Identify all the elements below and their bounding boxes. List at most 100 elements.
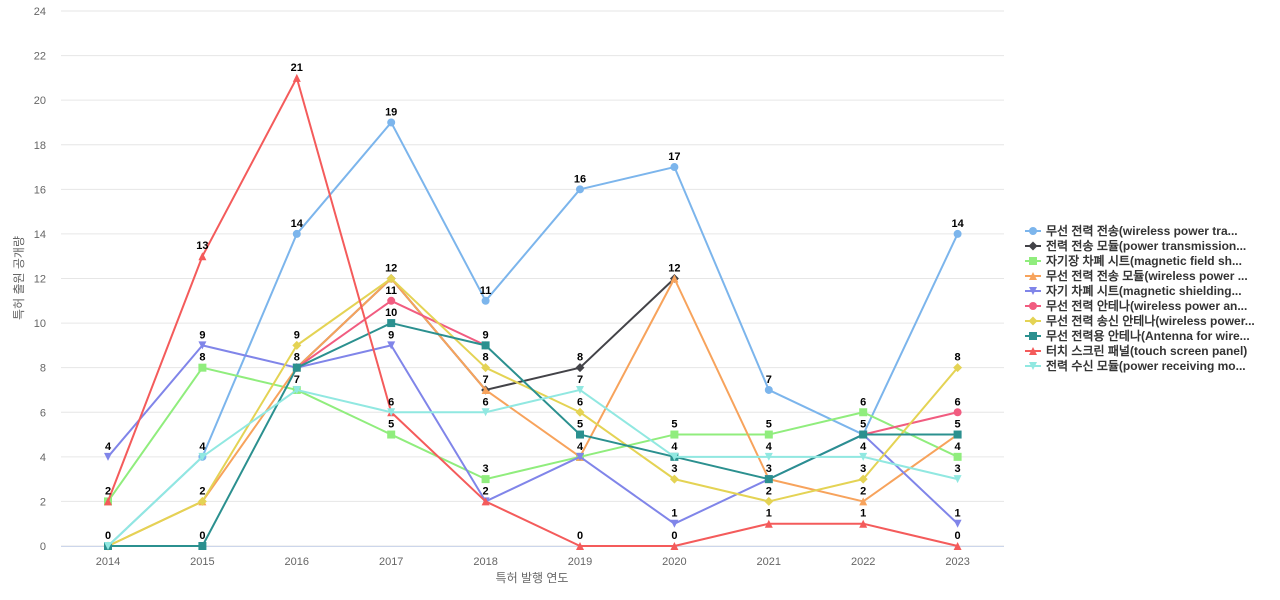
data-point[interactable] [198, 252, 207, 261]
data-point[interactable] [575, 363, 585, 373]
data-point[interactable] [387, 341, 396, 350]
legend-marker[interactable] [1029, 347, 1037, 355]
data-point[interactable] [481, 497, 490, 506]
legend-item[interactable]: 무선 전력용 안테나(Antenna for wire... [1025, 328, 1250, 343]
legend-marker[interactable] [1029, 227, 1037, 235]
data-point[interactable] [764, 475, 773, 484]
data-point[interactable] [481, 408, 490, 417]
data-point[interactable] [576, 430, 584, 439]
data-point[interactable] [953, 229, 962, 238]
legend-marker[interactable] [1029, 332, 1037, 340]
data-point[interactable] [386, 274, 396, 283]
data-label: 4 [766, 441, 773, 453]
data-label: 16 [574, 173, 586, 185]
series-line[interactable] [107, 388, 959, 547]
legend-item[interactable]: 전력 전송 모듈(power transmission... [1025, 238, 1246, 253]
data-point[interactable] [387, 296, 396, 305]
legend-marker[interactable] [1029, 272, 1037, 280]
legend-marker[interactable] [1029, 287, 1037, 295]
legend-marker[interactable] [1029, 362, 1037, 370]
data-point[interactable] [481, 341, 490, 350]
data-point[interactable] [953, 519, 962, 528]
data-label: 7 [483, 374, 489, 386]
data-point[interactable] [669, 474, 679, 484]
data-point[interactable] [953, 452, 962, 461]
data-point[interactable] [292, 385, 301, 394]
data-point[interactable] [104, 542, 112, 550]
data-point[interactable] [575, 407, 585, 417]
data-point[interactable] [953, 408, 962, 417]
data-point[interactable] [104, 497, 112, 506]
data-label: 4 [671, 441, 678, 453]
data-point[interactable] [764, 430, 773, 439]
data-point[interactable] [953, 430, 962, 439]
data-point[interactable] [387, 408, 396, 417]
legend-item[interactable]: 무선 전력 안테나(wireless power an... [1025, 298, 1247, 313]
data-label: 8 [483, 352, 489, 364]
data-point[interactable] [670, 452, 679, 461]
legend-marker[interactable] [1028, 241, 1038, 251]
data-point[interactable] [858, 474, 868, 484]
data-point[interactable] [387, 319, 396, 328]
data-point[interactable] [670, 519, 679, 528]
series-line[interactable] [107, 121, 959, 547]
data-point[interactable] [764, 452, 773, 461]
data-point[interactable] [481, 363, 491, 373]
data-point[interactable] [953, 475, 962, 484]
data-point[interactable] [953, 363, 963, 373]
legend-item[interactable]: 자기장 차폐 시트(magnetic field sh... [1025, 253, 1242, 268]
series-line[interactable] [107, 76, 959, 547]
data-point[interactable] [859, 452, 868, 461]
data-point[interactable] [387, 118, 396, 127]
data-point[interactable] [292, 340, 302, 350]
data-point[interactable] [481, 475, 490, 484]
data-point[interactable] [197, 496, 207, 506]
data-point[interactable] [104, 452, 112, 461]
data-label: 14 [291, 218, 304, 230]
data-label: 9 [199, 329, 205, 341]
data-point[interactable] [198, 341, 207, 350]
data-point[interactable] [764, 496, 774, 506]
data-point[interactable] [292, 363, 301, 372]
data-point[interactable] [198, 363, 207, 372]
data-point[interactable] [576, 185, 584, 194]
series-line[interactable] [107, 366, 959, 503]
data-point[interactable] [859, 497, 868, 506]
data-point[interactable] [576, 452, 584, 461]
data-point[interactable] [764, 385, 773, 394]
data-label: 0 [577, 530, 583, 542]
legend-item[interactable]: 무선 전력 전송(wireless power tra... [1025, 223, 1238, 238]
legend-item[interactable]: 자기 차폐 시트(magnetic shielding... [1025, 283, 1242, 298]
legend[interactable]: 무선 전력 전송(wireless power tra...전력 전송 모듈(p… [1025, 223, 1255, 373]
data-point[interactable] [670, 430, 679, 439]
legend-marker[interactable] [1029, 302, 1037, 310]
legend-item[interactable]: 전력 수신 모듈(power receiving mo... [1025, 358, 1246, 373]
data-point[interactable] [481, 385, 490, 394]
data-point[interactable] [670, 274, 679, 283]
data-point[interactable] [292, 229, 301, 238]
data-point[interactable] [670, 163, 679, 172]
legend-item[interactable]: 무선 전력 전송 모듈(wireless power ... [1025, 268, 1248, 283]
data-point[interactable] [292, 73, 301, 82]
legend-item[interactable]: 무선 전력 송신 안테나(wireless power... [1025, 313, 1255, 328]
data-point[interactable] [859, 408, 868, 417]
data-point[interactable] [576, 542, 584, 550]
y-tick-label: 10 [34, 318, 46, 330]
data-label: 13 [196, 240, 208, 252]
data-point[interactable] [859, 519, 868, 528]
data-point[interactable] [198, 452, 207, 461]
data-point[interactable] [481, 296, 490, 305]
x-axis-title: 특허 발행 연도 [496, 570, 569, 585]
data-point[interactable] [670, 542, 679, 550]
data-point[interactable] [198, 542, 207, 550]
data-point[interactable] [859, 430, 868, 439]
data-point[interactable] [953, 542, 962, 550]
data-point[interactable] [764, 519, 773, 528]
data-label: 7 [766, 374, 772, 386]
data-point[interactable] [576, 385, 584, 394]
legend-marker[interactable] [1028, 316, 1038, 326]
legend-marker[interactable] [1029, 257, 1037, 265]
data-point[interactable] [387, 430, 396, 439]
legend-item[interactable]: 터치 스크린 패널(touch screen panel) [1025, 343, 1247, 358]
